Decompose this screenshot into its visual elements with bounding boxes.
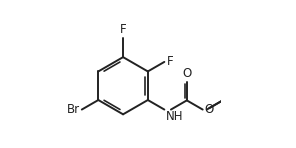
Text: Br: Br <box>67 103 80 116</box>
Text: F: F <box>120 23 126 36</box>
Text: NH: NH <box>165 110 183 123</box>
Text: O: O <box>182 67 192 80</box>
Text: F: F <box>167 55 173 68</box>
Text: O: O <box>205 103 214 116</box>
